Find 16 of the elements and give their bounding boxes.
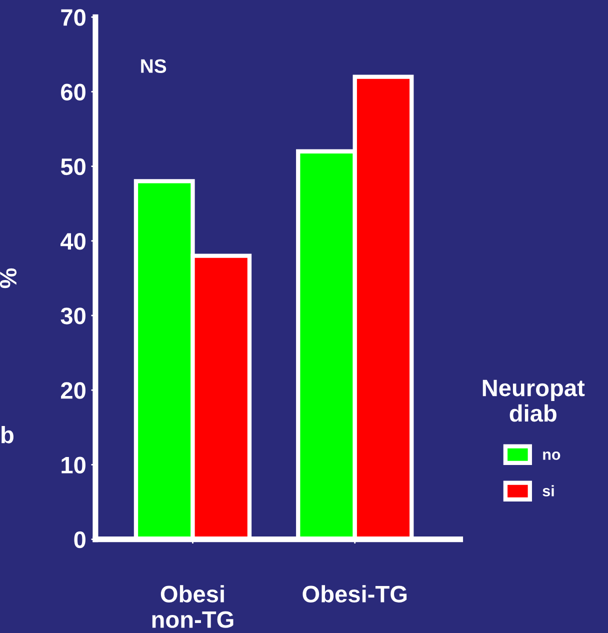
annotation: NS: [141, 59, 166, 73]
x-tick-label: Obesi-TG: [302, 585, 407, 602]
y-tick-label: 50: [60, 158, 86, 176]
legend-title: Neuropat diab: [482, 380, 585, 422]
legend-label: no: [543, 452, 560, 460]
y-tick-label: 40: [60, 232, 86, 250]
y-tick-label: 60: [61, 84, 86, 100]
y-tick-label: 30: [60, 308, 86, 324]
y-axis-title: %: [0, 268, 17, 288]
y-tick-label: 0: [74, 531, 86, 548]
legend-label: si: [542, 485, 554, 496]
y-tick-label: 70: [61, 9, 86, 26]
y-tick-label: 20: [60, 382, 86, 399]
text: b: [2, 426, 14, 444]
x-tick-label: Obesi non-TG: [152, 585, 234, 628]
y-tick-label: 10: [62, 456, 86, 474]
